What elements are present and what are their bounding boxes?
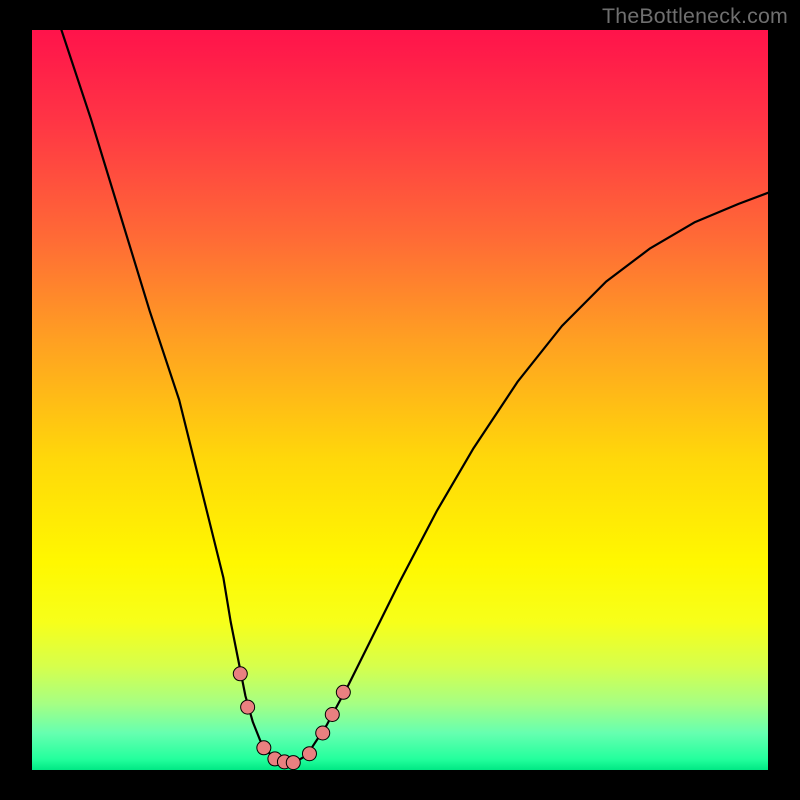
plot-area xyxy=(32,30,768,770)
marker-dot xyxy=(316,726,330,740)
watermark-text: TheBottleneck.com xyxy=(602,4,788,29)
bottleneck-curve xyxy=(61,30,768,763)
marker-dot xyxy=(336,685,350,699)
marker-dot xyxy=(325,708,339,722)
chart-stage: TheBottleneck.com xyxy=(0,0,800,800)
marker-dot xyxy=(302,747,316,761)
marker-dot xyxy=(257,741,271,755)
marker-dot xyxy=(241,700,255,714)
curve-layer xyxy=(32,30,768,770)
marker-dot xyxy=(286,756,300,770)
marker-dot xyxy=(233,667,247,681)
